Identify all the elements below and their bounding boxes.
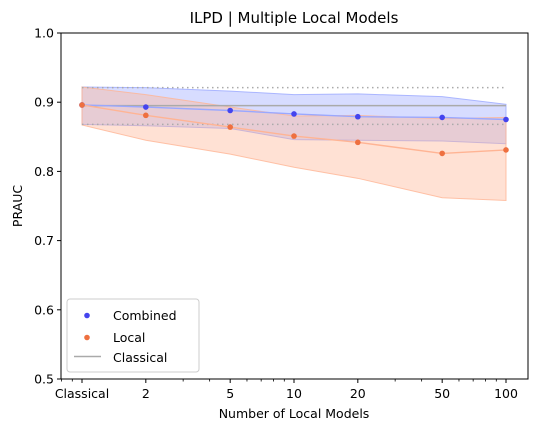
band-local (81, 86, 507, 201)
x-axis-label: Number of Local Models (219, 406, 370, 421)
x-tick-label-1: 2 (142, 386, 150, 401)
y-tick-label-2: 0.7 (34, 233, 54, 248)
y-axis-ticks: 0.5 0.6 0.7 0.8 0.9 1.0 (34, 26, 61, 387)
classical-reference (82, 86, 506, 126)
point-combined-4 (355, 113, 361, 120)
legend-label-classical: Classical (113, 350, 167, 365)
y-tick-label-0: 0.5 (34, 372, 54, 387)
legend-marker-combined (84, 312, 90, 319)
point-local-1 (143, 112, 149, 119)
point-local-0 (79, 102, 85, 108)
point-local-5 (439, 150, 445, 157)
confidence-bands (81, 86, 507, 201)
series-points (79, 102, 509, 157)
point-local-3 (291, 133, 297, 139)
legend-label-combined: Combined (113, 308, 177, 323)
point-local-6 (503, 147, 509, 153)
x-tick-label-4: 20 (350, 386, 366, 401)
point-combined-6 (503, 116, 509, 123)
legend-box (66, 298, 200, 373)
x-tick-label-6: 100 (494, 386, 518, 401)
point-local-2 (227, 124, 233, 130)
point-combined-3 (291, 111, 297, 117)
x-axis-ticks: Classical 2 5 10 20 50 100 (55, 379, 518, 401)
chart-title: ILPD | Multiple Local Models (190, 9, 399, 27)
point-local-4 (355, 139, 361, 146)
y-tick-label-5: 1.0 (34, 26, 54, 41)
point-combined-2 (227, 107, 233, 114)
y-tick-label-4: 0.9 (34, 95, 54, 110)
legend: Combined Local Classical (66, 298, 200, 373)
y-tick-label-3: 0.8 (34, 164, 54, 179)
x-tick-label-5: 50 (434, 386, 450, 401)
x-tick-label-3: 10 (286, 386, 302, 401)
x-tick-label-2: 5 (226, 386, 234, 401)
y-tick-label-1: 0.6 (34, 302, 54, 317)
legend-label-local: Local (113, 330, 145, 345)
point-combined-5 (439, 114, 445, 121)
legend-marker-local (84, 334, 90, 341)
x-tick-label-0: Classical (55, 386, 109, 401)
y-axis-label: PRAUC (10, 185, 25, 227)
point-combined-1 (143, 104, 149, 110)
